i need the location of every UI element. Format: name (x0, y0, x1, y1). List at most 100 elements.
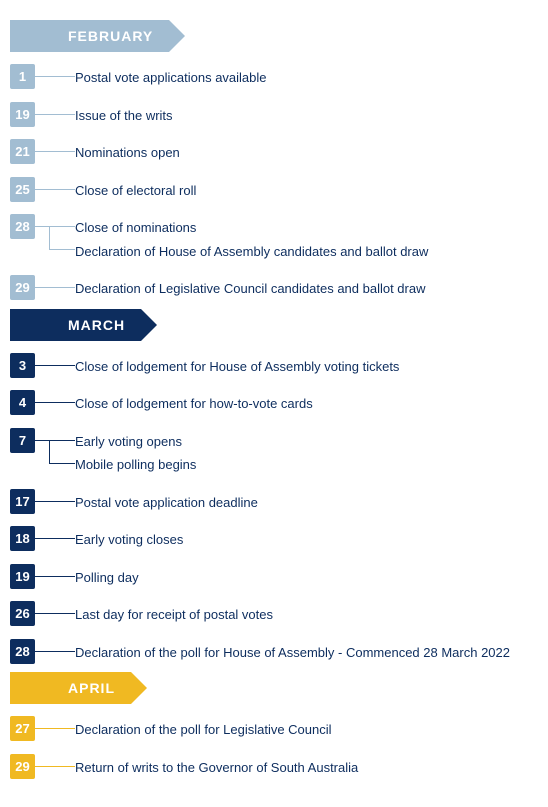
event-text: Close of lodgement for how-to-vote cards (75, 394, 538, 414)
month-section-february: FEBRUARY 1 Postal vote applications availa… (10, 20, 538, 305)
connector-line (49, 440, 75, 441)
connector-line (35, 402, 75, 403)
event-text: Declaration of the poll for House of Ass… (75, 643, 538, 663)
connector (35, 714, 75, 746)
connector (35, 62, 75, 94)
timeline-root: FEBRUARY 1 Postal vote applications availa… (10, 20, 538, 783)
month-section-april: APRIL 27 Declaration of the poll for Legis… (10, 672, 538, 783)
timeline-entry: 1 Postal vote applications available (10, 62, 538, 94)
connector-line (35, 287, 75, 288)
connector-line (35, 440, 49, 441)
timeline-entry: 28 Declaration of the poll for House of A… (10, 637, 538, 669)
timeline-entry: 18 Early voting closes (10, 524, 538, 556)
event-text: Declaration of Legislative Council candi… (75, 279, 538, 299)
connector-line (35, 189, 75, 190)
event-text: Nominations open (75, 143, 538, 163)
event-text: Issue of the writs (75, 106, 538, 126)
timeline-entry: 21Nominations open (10, 137, 538, 169)
date-box: 7 (10, 428, 35, 453)
connector-line (35, 501, 75, 502)
connector-line (49, 463, 75, 464)
connector (35, 752, 75, 784)
date-box: 17 (10, 489, 35, 514)
connector-line (35, 766, 75, 767)
event-text: Declaration of the poll for Legislative … (75, 720, 538, 740)
events-column: Nominations open (75, 137, 538, 169)
events-column: Declaration of the poll for House of Ass… (75, 637, 538, 669)
events-column: Close of electoral roll (75, 175, 538, 207)
connector-line (35, 114, 75, 115)
date-box: 19 (10, 102, 35, 127)
month-header: FEBRUARY (10, 20, 538, 52)
events-column: Last day for receipt of postal votes (75, 599, 538, 631)
connector (35, 351, 75, 383)
events-column: Return of writs to the Governor of South… (75, 752, 538, 784)
date-box: 1 (10, 64, 35, 89)
timeline-entry: 26 Last day for receipt of postal votes (10, 599, 538, 631)
events-column: Postal vote applications available (75, 62, 538, 94)
connector (35, 137, 75, 169)
connector-line (49, 226, 50, 249)
connector (35, 212, 75, 267)
events-column: Close of lodgement for how-to-vote cards (75, 388, 538, 420)
events-column: Early voting opens Mobile polling begins (75, 426, 538, 481)
events-column: Early voting closes (75, 524, 538, 556)
date-box: 4 (10, 390, 35, 415)
date-box: 3 (10, 353, 35, 378)
connector-line (35, 76, 75, 77)
event-text: Close of nominations (75, 218, 538, 238)
connector-line (49, 226, 75, 227)
connector-line (35, 613, 75, 614)
timeline-entry: 17 Postal vote application deadline (10, 487, 538, 519)
connector (35, 388, 75, 420)
month-header: APRIL (10, 672, 538, 704)
connector-line (35, 226, 49, 227)
connector-line (35, 651, 75, 652)
timeline-entry: 29 Return of writs to the Governor of Sou… (10, 752, 538, 784)
connector-line (49, 440, 50, 463)
connector (35, 273, 75, 305)
connector-line (35, 728, 75, 729)
connector (35, 426, 75, 481)
events-column: Issue of the writs (75, 100, 538, 132)
event-text: Close of lodgement for House of Assembly… (75, 357, 538, 377)
date-box: 19 (10, 564, 35, 589)
date-box: 26 (10, 601, 35, 626)
month-banner: APRIL (10, 672, 131, 704)
events-column: Declaration of the poll for Legislative … (75, 714, 538, 746)
event-text: Early voting opens (75, 432, 538, 452)
date-box: 28 (10, 214, 35, 239)
date-box: 18 (10, 526, 35, 551)
date-box: 27 (10, 716, 35, 741)
connector (35, 599, 75, 631)
connector-line (35, 538, 75, 539)
events-column: Polling day (75, 562, 538, 594)
timeline-entry: 29Declaration of Legislative Council can… (10, 273, 538, 305)
event-text: Return of writs to the Governor of South… (75, 758, 538, 778)
events-column: Declaration of Legislative Council candi… (75, 273, 538, 305)
event-text: Polling day (75, 568, 538, 588)
timeline-entry: 3 Close of lodgement for House of Assembl… (10, 351, 538, 383)
connector (35, 637, 75, 669)
date-box: 29 (10, 754, 35, 779)
event-text: Postal vote applications available (75, 68, 538, 88)
connector (35, 562, 75, 594)
connector-line (35, 365, 75, 366)
event-text: Declaration of House of Assembly candida… (75, 242, 538, 262)
timeline-entry: 19 Polling day (10, 562, 538, 594)
month-header: MARCH (10, 309, 538, 341)
event-text: Postal vote application deadline (75, 493, 538, 513)
month-section-march: MARCH 3 Close of lodgement for House of As… (10, 309, 538, 669)
timeline-entry: 4 Close of lodgement for how-to-vote card… (10, 388, 538, 420)
timeline-entry: 28 Close of nominations Declaration of Hou… (10, 212, 538, 267)
connector-line (35, 151, 75, 152)
connector (35, 100, 75, 132)
month-banner: MARCH (10, 309, 141, 341)
event-text: Close of electoral roll (75, 181, 538, 201)
events-column: Close of nominations Declaration of House… (75, 212, 538, 267)
event-text: Early voting closes (75, 530, 538, 550)
date-box: 28 (10, 639, 35, 664)
timeline-entry: 27 Declaration of the poll for Legislativ… (10, 714, 538, 746)
event-text: Mobile polling begins (75, 455, 538, 475)
connector (35, 175, 75, 207)
